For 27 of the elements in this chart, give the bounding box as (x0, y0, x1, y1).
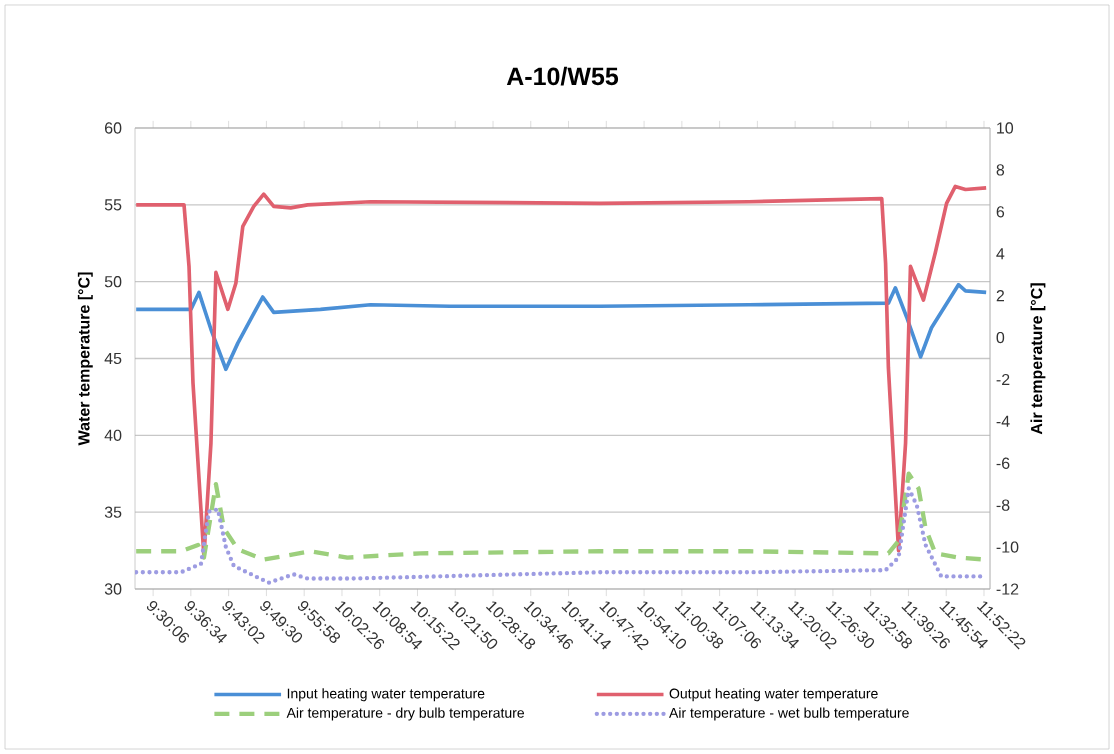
chart-title: A-10/W55 (506, 66, 619, 86)
y2-axis-title: Air temperature [°C] (1030, 283, 1046, 435)
y-tick-label: 55 (104, 199, 122, 211)
y2-tick-label: -2 (996, 373, 1010, 386)
line-series (135, 282, 988, 372)
y-tick-label: 40 (104, 429, 122, 441)
y-tick-label: 50 (104, 276, 122, 288)
y-axis-title: Water temperature [°C] (77, 272, 93, 446)
y2-tick-label: -6 (996, 457, 1010, 469)
y2-tick-label: -12 (996, 583, 1019, 595)
y-tick-label: 60 (105, 122, 122, 134)
y2-tick-label: -8 (996, 499, 1010, 511)
y2-tick-label: 2 (996, 290, 1005, 302)
y2-tick-label: 10 (997, 122, 1014, 134)
legend-label: Air temperature - wet bulb temperature (669, 707, 909, 721)
legend-label: Output heating water temperature (669, 688, 878, 702)
y2-tick-label: -10 (996, 541, 1019, 553)
legend-label: Air temperature - dry bulb temperature (286, 707, 525, 721)
y-tick-label: 35 (104, 506, 122, 518)
y2-tick-label: 4 (996, 248, 1005, 260)
y2-tick-label: 8 (996, 164, 1005, 176)
legend-label: Input heating water temperature (287, 688, 485, 702)
y-tick-label: 30 (104, 583, 122, 595)
y2-tick-label: 6 (996, 206, 1005, 218)
y2-tick-label: 0 (996, 331, 1005, 344)
y-tick-label: 45 (104, 352, 122, 365)
y2-tick-label: -4 (996, 415, 1010, 427)
